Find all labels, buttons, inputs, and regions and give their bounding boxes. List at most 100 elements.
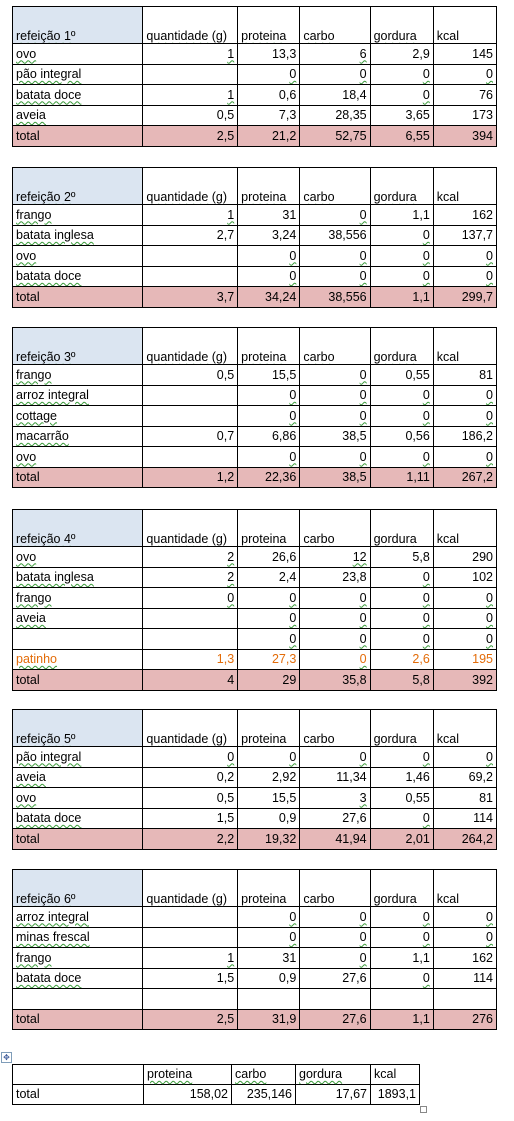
column-header-proteina: proteina	[237, 327, 301, 365]
food-qty-value: 0,2	[142, 766, 239, 788]
food-name: ovo	[11, 446, 144, 468]
food-carbo-value: 0	[299, 947, 371, 969]
food-kcal-value: 290	[432, 546, 498, 568]
food-name: macarrão	[11, 425, 144, 447]
food-carbo-value: 27,6	[299, 967, 371, 989]
food-row: frango 1 31 0 1,1 162	[11, 204, 498, 226]
food-proteina-value: 7,3	[237, 104, 301, 126]
meal-total-qty: 1,2	[142, 466, 239, 488]
table-resize-handle[interactable]	[420, 1106, 427, 1113]
food-name: frango	[11, 587, 144, 609]
food-carbo-value: 28,35	[299, 104, 371, 126]
meal-title: refeição 3º	[11, 327, 144, 365]
food-kcal-value: 186,2	[432, 425, 498, 447]
food-proteina-value: 0,9	[237, 967, 301, 989]
food-row: ovo 1 13,3 6 2,9 145	[11, 43, 498, 65]
column-header-kcal: kcal	[432, 6, 498, 44]
food-qty-value	[142, 607, 239, 629]
meal-header-row: refeição 2º quantidade (g) proteina carbo go…	[11, 167, 498, 205]
table-move-handle-icon[interactable]: ✥	[1, 1052, 12, 1063]
food-row: batata inglesa 2,7 3,24 38,556 0 137,7	[11, 224, 498, 246]
meal-total-label: total	[11, 286, 144, 308]
column-header-carbo: carbo	[299, 167, 371, 205]
meal-total-carbo: 52,75	[299, 125, 371, 147]
meal-total-carbo: 38,5	[299, 466, 371, 488]
food-gordura-value: 0	[369, 245, 434, 267]
daily-total-carbo: 235,146	[231, 1084, 296, 1105]
food-carbo-value: 0	[299, 384, 371, 406]
food-row: arroz integral 0 0 0 0	[11, 384, 498, 406]
food-gordura-value: 0	[369, 607, 434, 629]
meal-total-qty: 2,2	[142, 828, 239, 850]
food-proteina-value: 0,6	[237, 84, 301, 106]
food-row: pão integral 0 0 0 0	[11, 63, 498, 85]
food-proteina-value: 0,9	[237, 807, 301, 829]
food-name: minas frescal	[11, 926, 144, 948]
food-gordura-value: 0,55	[369, 364, 434, 386]
column-header-qty: quantidade (g)	[142, 509, 239, 547]
food-qty-value: 0,5	[142, 364, 239, 386]
food-qty-value: 1	[142, 84, 239, 106]
column-header-carbo: carbo	[299, 6, 371, 44]
food-name: batata inglesa	[11, 566, 144, 588]
meal-header-row: refeição 5º quantidade (g) proteina carbo go…	[11, 709, 498, 747]
column-header-carbo: carbo	[299, 327, 371, 365]
food-name: frango	[11, 947, 144, 969]
food-proteina-value: 2,92	[237, 766, 301, 788]
meal-total-label: total	[11, 466, 144, 488]
food-qty-value	[142, 446, 239, 468]
column-header-qty: quantidade (g)	[142, 6, 239, 44]
meal-table-1: refeição 1º quantidade (g) proteina carbo go…	[11, 6, 498, 147]
food-gordura-value: 0	[369, 224, 434, 246]
food-qty-value	[142, 265, 239, 287]
meal-total-carbo: 35,8	[299, 669, 371, 691]
food-row: ovo 2 26,6 12 5,8 290	[11, 546, 498, 568]
food-name	[11, 628, 144, 650]
food-carbo-value: 38,5	[299, 425, 371, 447]
food-kcal-value: 0	[432, 926, 498, 948]
column-header-qty: quantidade (g)	[142, 167, 239, 205]
food-carbo-value: 0	[299, 405, 371, 427]
column-header-kcal: kcal	[432, 327, 498, 365]
food-gordura-value: 1,1	[369, 204, 434, 226]
meal-total-kcal: 267,2	[432, 466, 498, 488]
food-row: ovo 0 0 0 0	[11, 446, 498, 468]
meal-total-row: total 2,5 31,9 27,6 1,1 276	[11, 1008, 498, 1030]
food-qty-value: 1,5	[142, 967, 239, 989]
food-proteina-value: 0	[237, 746, 301, 768]
daily-total-kcal: 1893,1	[370, 1084, 420, 1105]
food-gordura-value: 1,1	[369, 947, 434, 969]
food-kcal-value: 0	[432, 746, 498, 768]
food-carbo-value: 6	[299, 43, 371, 65]
food-gordura-value: 0,56	[369, 425, 434, 447]
food-qty-value: 0	[142, 746, 239, 768]
column-header-proteina: proteina	[237, 167, 301, 205]
meal-header-row: refeição 4º quantidade (g) proteina carbo go…	[11, 509, 498, 547]
meal-title: refeição 4º	[11, 509, 144, 547]
column-header-proteina: proteina	[237, 509, 301, 547]
meal-total-label: total	[11, 669, 144, 691]
food-kcal-value: 0	[432, 906, 498, 928]
meal-total-proteina: 29	[237, 669, 301, 691]
food-proteina-value: 27,3	[237, 648, 301, 670]
food-carbo-value: 0	[299, 446, 371, 468]
food-kcal-value: 0	[432, 446, 498, 468]
food-name: batata doce	[11, 807, 144, 829]
food-gordura-value: 0	[369, 628, 434, 650]
food-qty-value	[142, 988, 239, 1010]
food-qty-value: 1,3	[142, 648, 239, 670]
food-qty-value: 0,5	[142, 104, 239, 126]
food-carbo-value: 23,8	[299, 566, 371, 588]
food-carbo-value: 0	[299, 265, 371, 287]
food-name: frango	[11, 364, 144, 386]
meal-total-proteina: 31,9	[237, 1008, 301, 1030]
meal-total-kcal: 392	[432, 669, 498, 691]
meal-total-gordura: 1,1	[369, 286, 434, 308]
meal-total-gordura: 1,1	[369, 1008, 434, 1030]
food-name: ovo	[11, 787, 144, 809]
food-gordura-value: 0	[369, 265, 434, 287]
food-name: aveia	[11, 607, 144, 629]
food-proteina-value	[237, 988, 301, 1010]
meal-total-kcal: 394	[432, 125, 498, 147]
